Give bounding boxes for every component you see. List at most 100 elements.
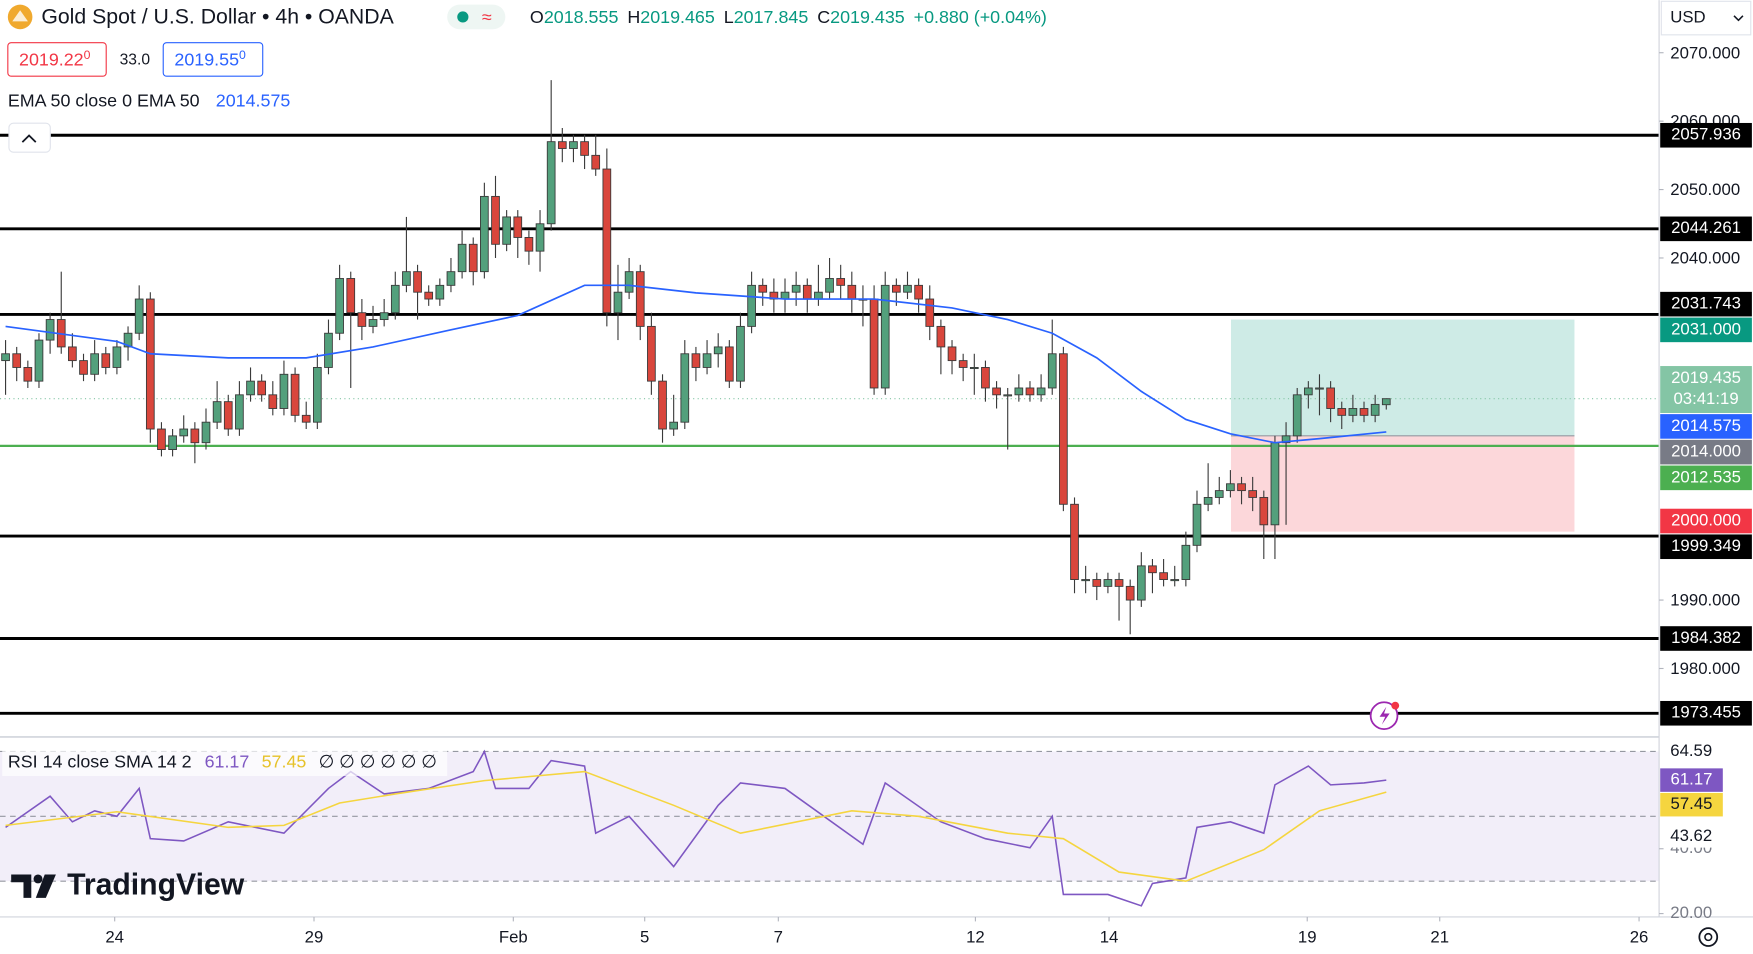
candle-body <box>324 332 333 368</box>
candle-body <box>424 291 434 300</box>
indicator-legend[interactable]: EMA 50 close 0 EMA 50 <box>8 91 200 111</box>
candle-body <box>1303 387 1313 396</box>
candle-body <box>201 421 211 444</box>
candle-body <box>357 312 367 327</box>
candle-body <box>1003 394 1013 397</box>
candle-body <box>880 284 890 389</box>
x-tick-label: Feb <box>499 928 528 947</box>
x-tick-label: 19 <box>1298 928 1317 947</box>
price-tag <box>1660 122 1752 148</box>
price-tag-label: 1999.349 <box>1671 536 1741 555</box>
rsi-y-tick-label: 20.00 <box>1670 903 1712 922</box>
price-tag-label: 2044.261 <box>1671 218 1741 237</box>
candle-body <box>535 223 545 252</box>
candle-body <box>1170 579 1180 582</box>
candle-body <box>791 284 801 293</box>
market-open-dot <box>457 11 469 23</box>
symbol-title[interactable]: Gold Spot / U.S. Dollar • 4h • OANDA <box>41 5 394 29</box>
candle-body <box>1036 387 1046 396</box>
ema-line <box>5 284 1387 444</box>
candle-body <box>847 284 857 300</box>
price-tag-label: 03:41:19 <box>1673 389 1738 408</box>
candle-body <box>1192 503 1202 546</box>
x-tick-label: 21 <box>1430 928 1449 947</box>
candle-body <box>513 216 523 238</box>
candle-body <box>435 284 445 300</box>
ohlc-change: +0.880 (+0.04%) <box>914 7 1047 27</box>
candle-body <box>335 278 344 334</box>
candle-body <box>591 154 601 170</box>
tradingview-logo <box>11 874 56 898</box>
candle-body <box>658 380 667 430</box>
rsi-tag <box>1660 792 1723 817</box>
candle-body <box>1092 579 1102 587</box>
ohlc-value: 2017.845 <box>734 7 809 27</box>
candle-body <box>190 428 200 444</box>
candle-body <box>1014 387 1024 396</box>
candle-body <box>1292 394 1302 437</box>
candle-body <box>680 353 690 423</box>
candle-body <box>279 373 289 409</box>
candle-body <box>413 271 422 293</box>
price-pane <box>0 80 1660 715</box>
candle-body <box>112 346 122 368</box>
rsi-empty-values: ∅ ∅ ∅ ∅ ∅ ∅ <box>319 751 437 771</box>
price-tag-label: 1984.382 <box>1671 628 1741 647</box>
candle-body <box>34 339 44 382</box>
candle-body <box>1025 387 1035 396</box>
candle-body <box>502 216 511 245</box>
candle-body <box>613 291 623 314</box>
candle-body <box>1281 435 1291 444</box>
candle-body <box>691 353 701 368</box>
status-pill[interactable] <box>447 4 506 30</box>
collapse-button[interactable] <box>8 122 51 153</box>
indicator-value: 2014.575 <box>216 91 291 111</box>
price-tag-label: 2000.000 <box>1671 510 1741 529</box>
candle-body <box>1259 496 1269 526</box>
candle-body <box>134 298 144 334</box>
candle-body <box>290 373 300 416</box>
candle-body <box>90 353 99 375</box>
candle-body <box>546 141 556 225</box>
ohlc-key: H <box>627 7 640 27</box>
ask-price: 2019.550 <box>174 48 246 69</box>
ohlc-key: L <box>724 7 734 27</box>
position-profit-zone <box>1230 319 1575 436</box>
ohlc-value: 2018.555 <box>544 7 619 27</box>
candle-body <box>1326 387 1335 409</box>
candle-body <box>1 353 10 362</box>
candle-body <box>268 394 278 409</box>
candle-body <box>101 353 111 368</box>
price-tag-label: 2057.936 <box>1671 125 1741 144</box>
bid-price: 2019.220 <box>19 48 91 69</box>
candle-body <box>23 367 33 382</box>
candle-body <box>301 414 311 423</box>
buy-button[interactable] <box>162 42 264 77</box>
candle-body <box>958 360 968 368</box>
candle-body <box>1070 503 1079 580</box>
ask-pip: 0 <box>239 48 246 62</box>
price-tag-label: 2019.435 <box>1671 368 1741 387</box>
candle-body <box>947 346 957 362</box>
candle-body <box>212 401 222 423</box>
alert-badge <box>1391 701 1400 710</box>
bid-pip: 0 <box>84 48 91 62</box>
price-tag <box>1660 700 1752 726</box>
rsi-line <box>5 749 1387 907</box>
candle-body <box>1059 353 1068 505</box>
y-tick-label: 1990.000 <box>1670 591 1740 610</box>
ohlc-legend: O2018.555 H2019.465 L2017.845 C2019.435 +0.8… <box>530 7 1047 27</box>
y-tick-label: 2050.000 <box>1670 180 1740 199</box>
candle-body <box>235 394 244 430</box>
candle-body <box>1370 403 1380 416</box>
candle-body <box>981 367 990 389</box>
sell-button[interactable] <box>7 42 107 77</box>
candle-body <box>747 284 756 327</box>
candle-body <box>903 284 912 293</box>
rsi-title[interactable]: RSI 14 close SMA 14 2 <box>8 751 192 771</box>
settings-icon[interactable] <box>1698 927 1719 947</box>
candle-body <box>1103 579 1113 587</box>
candle-body <box>836 278 846 286</box>
alert-glyph <box>1379 706 1390 725</box>
